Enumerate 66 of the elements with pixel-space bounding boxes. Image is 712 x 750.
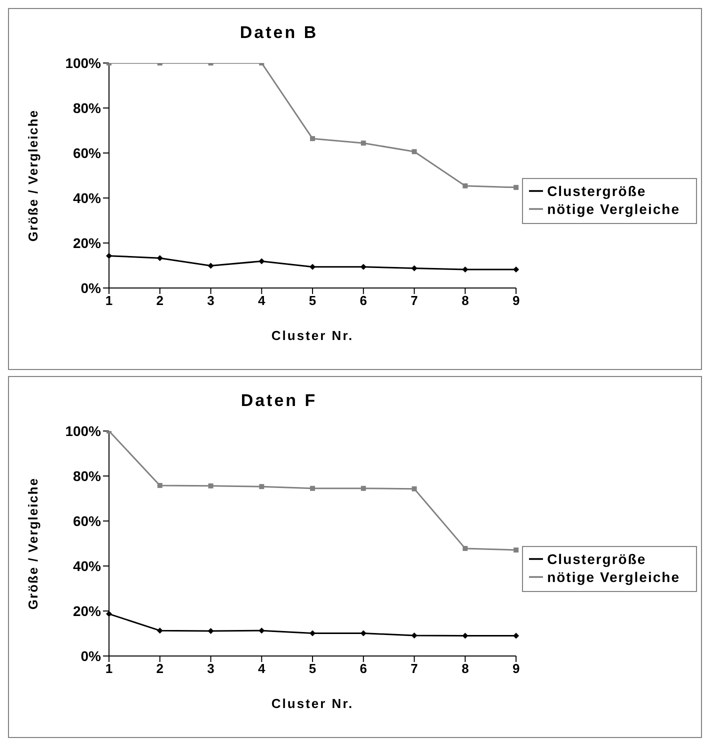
point [513,266,520,273]
y-tick-label: 0% [80,280,102,296]
y-tick-label: 60% [72,512,102,529]
x-tick-label: 9 [512,661,520,676]
x-tick-label: 1 [105,661,113,676]
y-tick-label: 80% [72,100,102,116]
point [156,255,163,262]
point [412,149,417,154]
point [156,628,163,634]
y-tick-label: 60% [72,144,102,161]
x-tick-label: 4 [258,293,266,308]
point [310,486,316,491]
point [412,486,417,492]
x-tick-label: 6 [360,661,368,676]
point [208,262,214,269]
x-tick-label: 2 [156,661,164,676]
point [106,610,112,617]
x-tick-label: 1 [105,293,113,308]
point [411,265,418,272]
point [259,484,264,490]
point [106,252,112,259]
legend-label: nötige Vergleiche [547,568,680,584]
x-axis-title: Cluster Nr. [271,696,354,711]
chart-title: Daten B [238,23,320,43]
point [157,482,162,488]
point [514,184,519,190]
y-axis-title: Größe / Vergleiche [26,477,41,610]
legend-label: Clustergröße [547,550,646,566]
point [360,264,366,270]
point [208,628,214,634]
legend-label: Clustergröße [547,182,646,198]
chart-title: Daten F [240,391,318,411]
x-tick-label: 7 [410,661,418,676]
point [462,183,468,188]
point [514,548,519,553]
x-tick-label: 7 [410,293,418,308]
y-axis-title: Größe / Vergleiche [26,109,41,242]
point [360,486,366,491]
x-tick-label: 3 [207,661,214,676]
point [208,483,214,488]
y-tick-label: 40% [72,190,102,206]
x-tick-label: 2 [156,293,164,308]
point [462,546,468,551]
y-tick-label: 40% [72,558,102,574]
point [462,266,468,273]
point [360,140,366,146]
x-tick-label: 8 [462,293,469,308]
y-tick-label: 100% [65,422,102,439]
point [411,632,418,639]
point [310,136,316,142]
x-tick-label: 4 [258,661,266,676]
y-tick-label: 100% [65,54,102,71]
x-tick-label: 3 [207,293,214,308]
x-tick-label: 5 [308,661,316,676]
y-tick-label: 20% [72,234,102,251]
x-axis-title: Cluster Nr. [271,328,354,343]
y-tick-label: 0% [80,648,102,664]
x-tick-label: 9 [512,293,520,308]
y-tick-label: 80% [72,468,102,484]
x-tick-label: 6 [360,293,368,308]
x-tick-label: 8 [462,661,469,676]
y-tick-label: 20% [72,602,102,619]
point [513,632,520,639]
point [258,258,265,264]
legend-label: nötige Vergleiche [547,200,680,216]
x-tick-label: 5 [308,293,316,308]
